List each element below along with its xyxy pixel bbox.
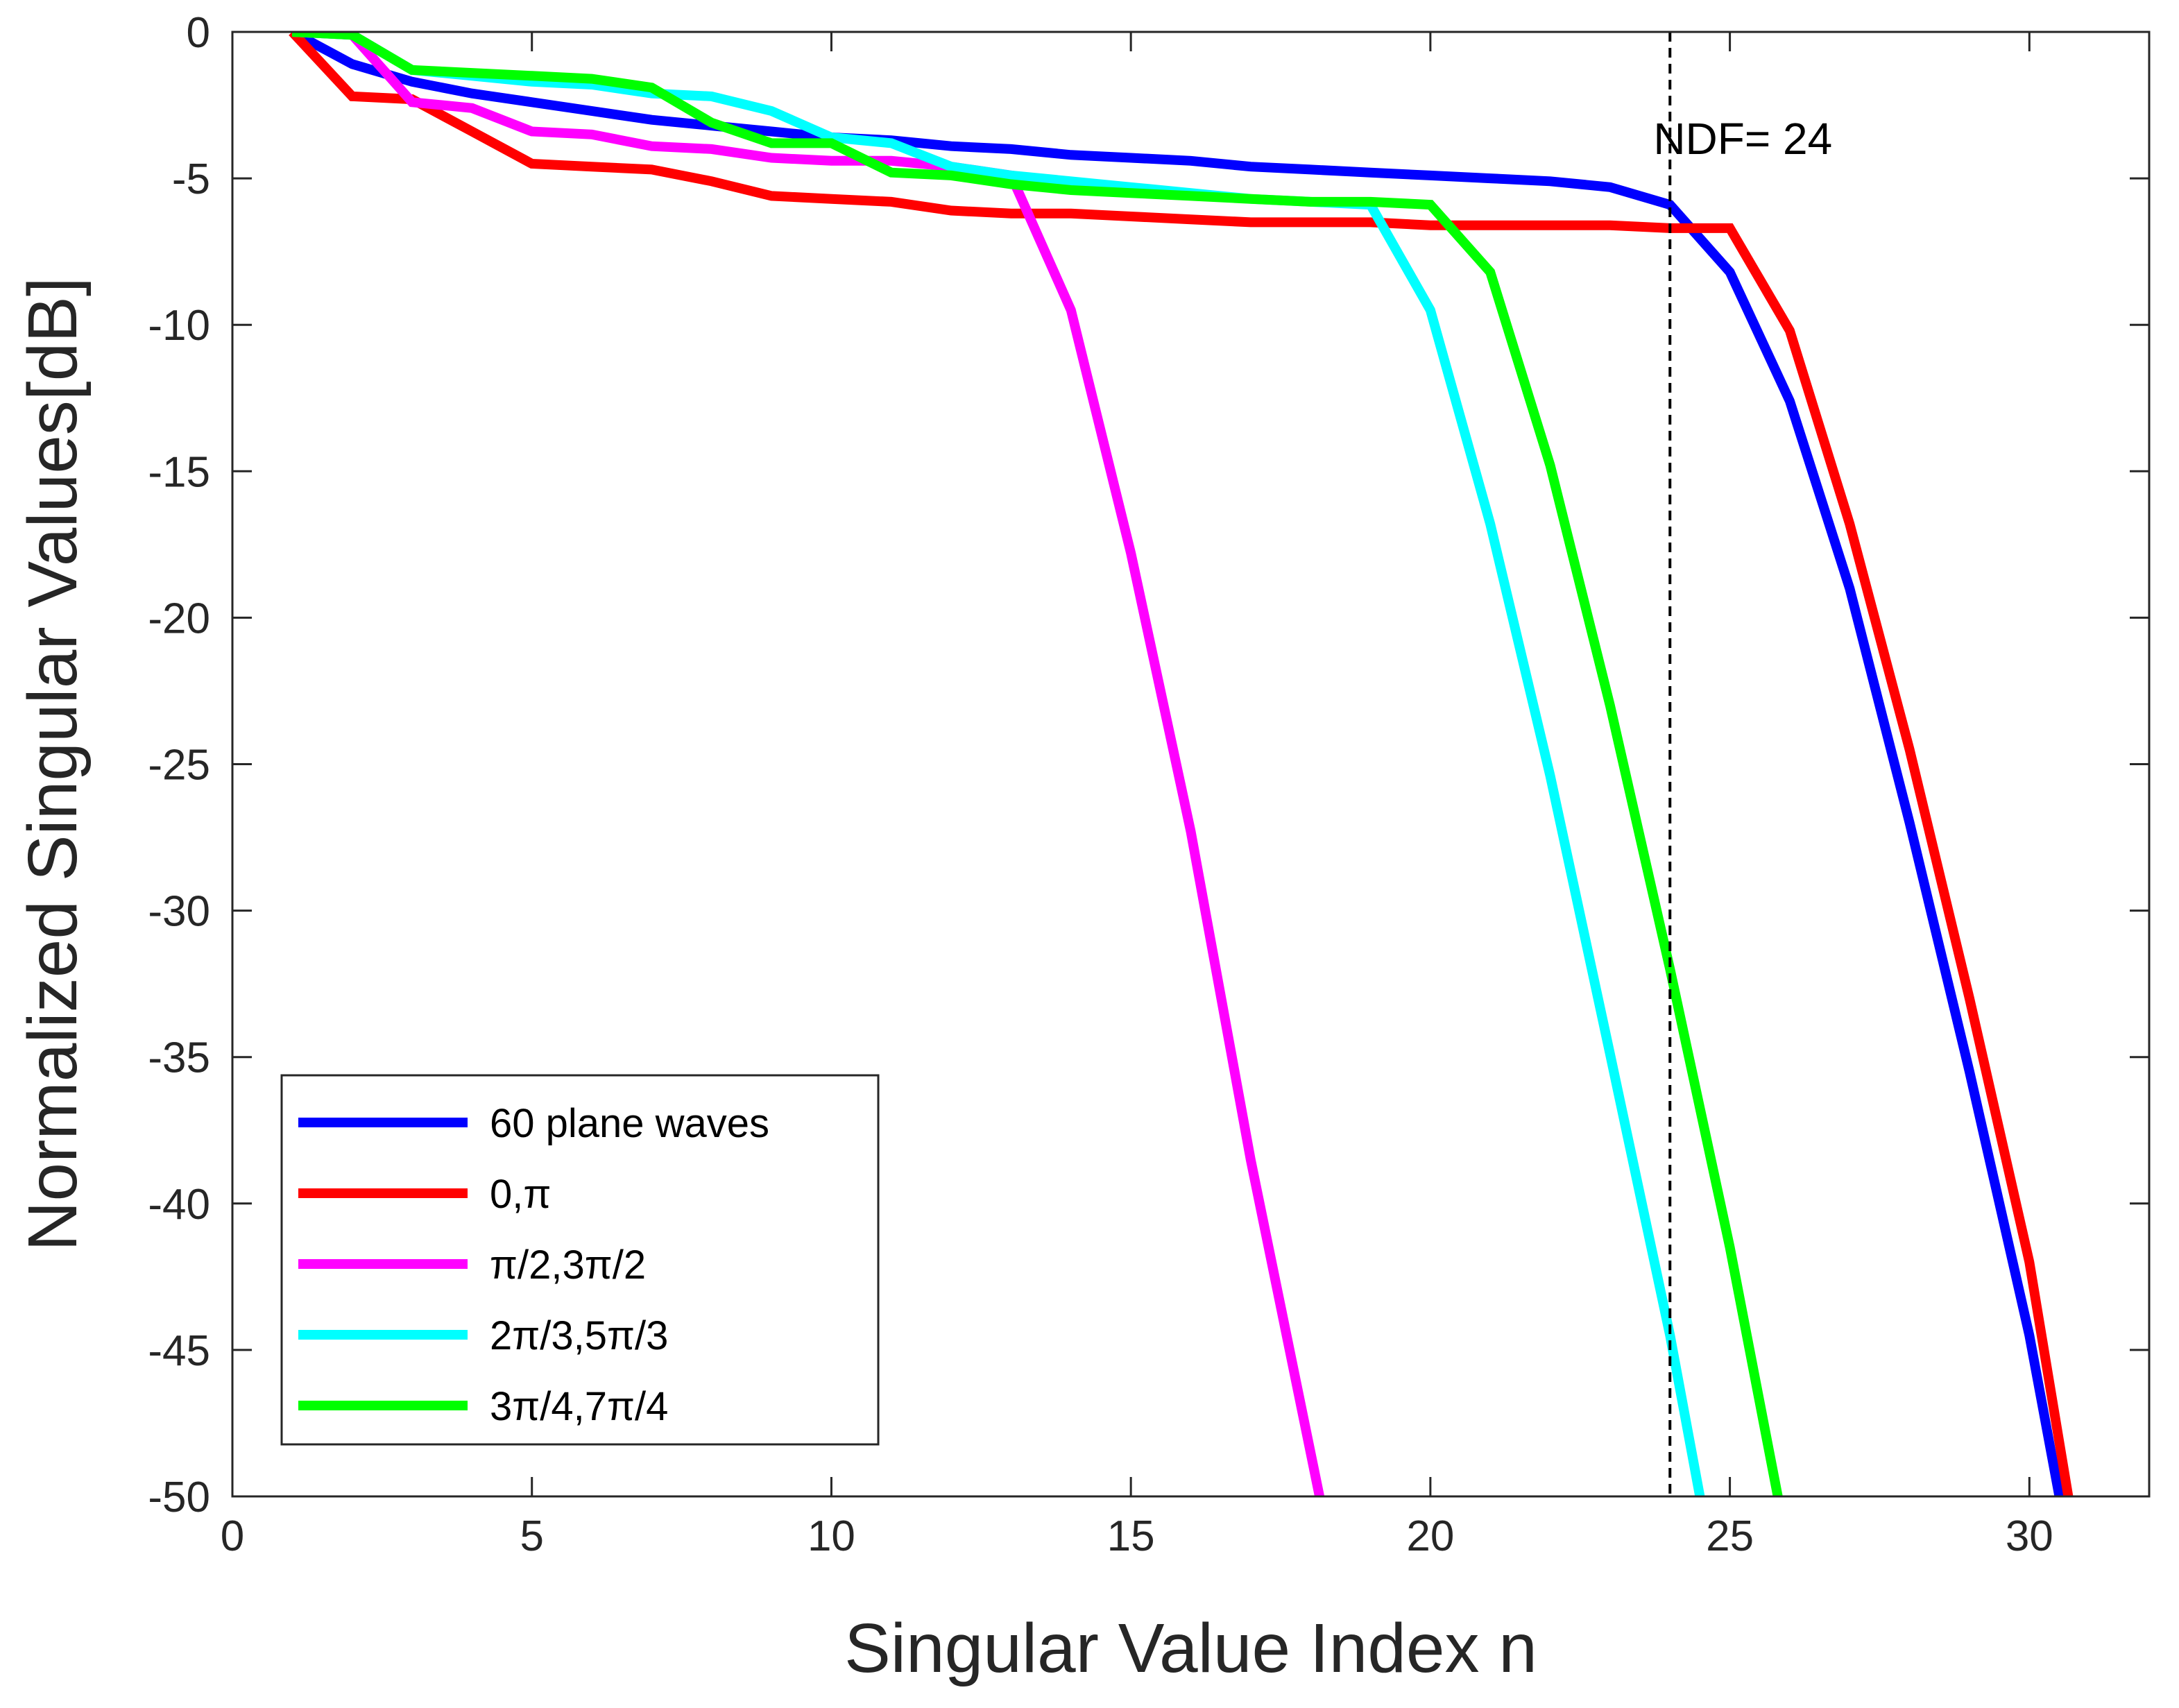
- x-tick-label: 20: [1406, 1512, 1454, 1560]
- x-tick-label: 5: [520, 1512, 543, 1560]
- legend-label-5: 3π/4,7π/4: [490, 1384, 668, 1429]
- y-tick-label: 0: [187, 9, 210, 57]
- x-tick-label: 15: [1107, 1512, 1155, 1560]
- y-tick-label: -10: [148, 302, 210, 350]
- y-tick-label: -30: [148, 888, 210, 936]
- series-layer: [289, 32, 2074, 1496]
- x-tick-label: 10: [807, 1512, 855, 1560]
- y-tick-label: -35: [148, 1034, 210, 1082]
- legend: 60 plane waves 0,π π/2,3π/2 2π/3,5π/3 3π/4,7…: [280, 1074, 880, 1446]
- y-axis-title: Normalized Singular Values[dB]: [14, 277, 92, 1251]
- y-tick-label: -45: [148, 1327, 210, 1375]
- y-tick-label: -25: [148, 742, 210, 789]
- y-tick-label: -50: [148, 1474, 210, 1521]
- x-axis-title: Singular Value Index n: [844, 1609, 1537, 1687]
- y-tick-label: -5: [172, 155, 210, 203]
- series-line-5: [291, 32, 1783, 1496]
- x-tick-label: 30: [2006, 1512, 2053, 1560]
- legend-label-1: 60 plane waves: [490, 1101, 769, 1146]
- series-line-3: [291, 32, 1324, 1496]
- series-line-4: [291, 32, 1705, 1496]
- y-tick-label: -20: [148, 595, 210, 642]
- annotation-layer: NDF= 24: [1653, 32, 1832, 1496]
- legend-label-3: π/2,3π/2: [490, 1242, 646, 1288]
- y-tick-label: -15: [148, 448, 210, 496]
- x-tick-label: 25: [1706, 1512, 1754, 1560]
- y-tick-label: -40: [148, 1181, 210, 1229]
- x-tick-label: 0: [221, 1512, 244, 1560]
- legend-label-2: 0,π: [490, 1172, 551, 1217]
- tick-layer: 0 5 10 15 20 25 30 0 -5 -10 -15 -20 -25 -30 -35 -40 -45 -…: [148, 9, 2149, 1560]
- series-line-2: [289, 32, 2074, 1496]
- legend-label-4: 2π/3,5π/3: [490, 1313, 668, 1358]
- ndf-annotation: NDF= 24: [1653, 114, 1832, 164]
- series-line-1: [289, 32, 2065, 1496]
